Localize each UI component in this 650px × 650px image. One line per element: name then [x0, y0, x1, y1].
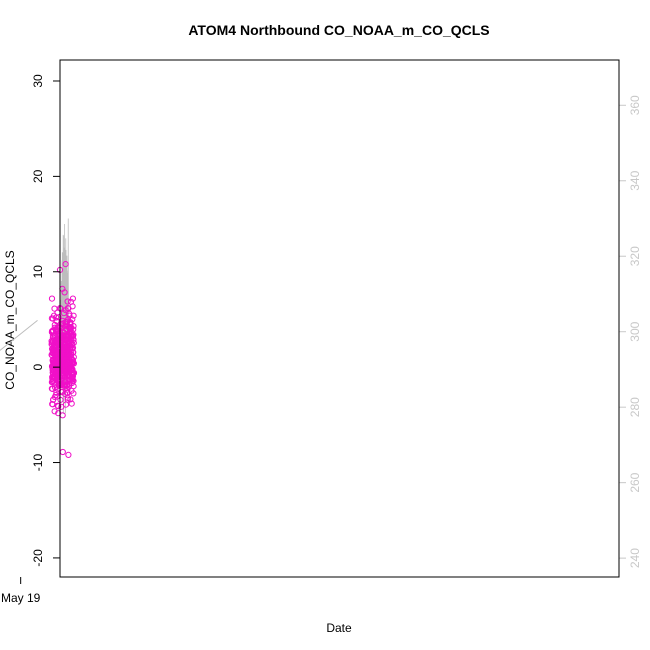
y-tick-label: -10 — [31, 454, 45, 472]
data-point — [60, 366, 68, 373]
data-point — [61, 344, 68, 352]
data-point — [53, 318, 60, 325]
data-point — [67, 330, 74, 337]
y2-tick-label: 320 — [628, 246, 642, 266]
data-point — [67, 377, 74, 384]
data-point — [68, 387, 75, 394]
axes-layer: May 11May 13May 15May 17May 19-20-100102… — [1, 74, 642, 605]
x-tick-label: May 19 — [1, 591, 41, 605]
data-point — [64, 345, 71, 352]
y-tick-label: -20 — [31, 549, 45, 567]
data-point — [49, 401, 56, 408]
data-point — [70, 312, 77, 319]
data-point — [68, 400, 75, 407]
y2-tick-label: 240 — [628, 548, 642, 568]
y2-tick-label: 260 — [628, 472, 642, 492]
data-point — [49, 327, 57, 334]
data-point — [69, 332, 76, 339]
data-point — [64, 298, 71, 305]
y-tick-label: 0 — [31, 363, 45, 370]
data-point — [55, 356, 63, 363]
data-point — [62, 401, 70, 408]
data-point — [64, 357, 72, 364]
data-point — [68, 371, 75, 378]
data-point — [67, 298, 75, 305]
y2-tick-label: 300 — [628, 321, 642, 341]
data-point — [65, 366, 72, 373]
data-point — [55, 326, 62, 333]
data-point — [69, 295, 77, 302]
data-point-outlier — [65, 451, 72, 458]
data-point — [52, 356, 59, 363]
data-point — [52, 391, 60, 399]
data-point-outlier — [62, 261, 69, 268]
data-point — [49, 378, 56, 385]
data-point — [50, 396, 57, 403]
data-point — [65, 383, 72, 390]
data-point — [62, 307, 69, 314]
data-point — [58, 337, 65, 345]
data-point — [50, 377, 57, 384]
data-point — [51, 362, 58, 369]
data-point-outlier — [59, 448, 66, 456]
data-point — [59, 412, 66, 419]
chart-title: ATOM4 Northbound CO_NOAA_m_CO_QCLS — [188, 22, 489, 38]
data-point — [49, 338, 56, 345]
data-point — [51, 305, 58, 312]
data-point — [58, 321, 66, 328]
y2-tick-label: 360 — [628, 95, 642, 115]
y2-tick-label: 340 — [628, 170, 642, 190]
series-5 — [48, 261, 78, 458]
data-point — [67, 319, 74, 326]
data-point — [48, 315, 56, 322]
data-point — [48, 329, 56, 336]
data-point — [68, 351, 75, 358]
data-point — [49, 385, 56, 392]
data-point — [58, 325, 65, 332]
data-point — [49, 346, 56, 353]
x-axis-label: Date — [326, 621, 352, 635]
data-point — [55, 403, 62, 410]
data-point — [48, 339, 56, 346]
data-point — [61, 390, 69, 397]
y-tick-label: 30 — [31, 74, 45, 88]
plot-frame — [59, 59, 620, 578]
y-tick-label: 20 — [31, 169, 45, 183]
y-tick-label: 10 — [31, 265, 45, 279]
data-point — [61, 372, 69, 379]
data-point — [70, 323, 77, 330]
y2-tick-label: 280 — [628, 397, 642, 417]
data-point — [67, 333, 75, 340]
data-point — [48, 295, 56, 302]
data-point — [51, 408, 58, 415]
y-axis-label: CO_NOAA_m_CO_QCLS — [3, 250, 17, 389]
